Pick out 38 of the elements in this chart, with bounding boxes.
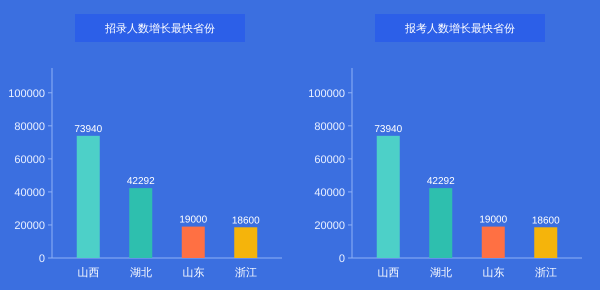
bar <box>182 226 205 258</box>
y-tick-label: 100000 <box>8 88 45 100</box>
bar <box>534 227 558 258</box>
x-tick-label: 浙江 <box>534 266 557 279</box>
y-tick-label: 0 <box>38 253 45 265</box>
x-tick-label: 山西 <box>77 266 100 279</box>
y-tick-label: 80000 <box>314 120 345 133</box>
y-tick-label: 40000 <box>14 186 45 199</box>
x-tick-label: 湖北 <box>130 266 152 279</box>
data-label: 73940 <box>374 124 403 135</box>
data-label: 18600 <box>232 215 260 226</box>
y-tick-label: 100000 <box>308 88 345 100</box>
data-label: 42292 <box>426 176 456 188</box>
x-tick-label: 山东 <box>482 266 504 279</box>
y-tick-label: 20000 <box>314 220 345 232</box>
data-label: 42292 <box>126 176 156 188</box>
chart-title: 招录人数增长最快省份 <box>104 22 215 35</box>
x-tick-label: 湖北 <box>430 266 452 279</box>
x-tick-label: 浙江 <box>234 266 257 279</box>
y-tick-label: 60000 <box>14 154 45 166</box>
bar <box>129 188 152 258</box>
bar <box>234 227 258 258</box>
data-label: 18600 <box>532 215 560 226</box>
data-label: 19000 <box>479 214 508 226</box>
y-tick-label: 60000 <box>314 154 345 166</box>
y-tick-label: 40000 <box>314 186 345 199</box>
bar <box>76 136 100 258</box>
data-label: 19000 <box>179 214 208 226</box>
y-tick-label: 80000 <box>14 120 45 133</box>
y-tick-label: 0 <box>338 253 345 265</box>
chart-title: 报考人数增长最快省份 <box>404 22 515 35</box>
x-tick-label: 山东 <box>182 266 204 279</box>
bar <box>376 136 400 258</box>
data-label: 73940 <box>74 124 103 135</box>
bar <box>429 188 452 258</box>
x-tick-label: 山西 <box>377 266 400 279</box>
bar <box>482 226 505 258</box>
y-tick-label: 20000 <box>14 220 45 232</box>
